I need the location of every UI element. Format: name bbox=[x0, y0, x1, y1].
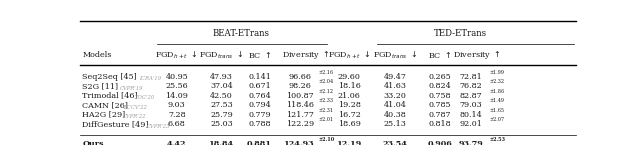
Text: 25.56: 25.56 bbox=[165, 82, 188, 90]
Text: Diversity $\uparrow$: Diversity $\uparrow$ bbox=[453, 49, 500, 61]
Text: 25.03: 25.03 bbox=[210, 120, 233, 128]
Text: 33.20: 33.20 bbox=[383, 91, 406, 100]
Text: 23.54: 23.54 bbox=[383, 140, 408, 145]
Text: 92.01: 92.01 bbox=[460, 120, 483, 128]
Text: 0.818: 0.818 bbox=[428, 120, 451, 128]
Text: 40.38: 40.38 bbox=[383, 110, 406, 118]
Text: FGD$_{h+t}$ $\downarrow$: FGD$_{h+t}$ $\downarrow$ bbox=[156, 50, 198, 61]
Text: 19.28: 19.28 bbox=[338, 101, 361, 109]
Text: Seq2Seq [45]: Seq2Seq [45] bbox=[83, 73, 137, 81]
Text: 4.42: 4.42 bbox=[167, 140, 186, 145]
Text: TED-ETrans: TED-ETrans bbox=[435, 29, 488, 38]
Text: 100.87: 100.87 bbox=[286, 91, 314, 100]
Text: ±1.86: ±1.86 bbox=[489, 89, 504, 94]
Text: 93.79: 93.79 bbox=[458, 140, 483, 145]
Text: ICRA'19: ICRA'19 bbox=[140, 76, 162, 81]
Text: 0.906: 0.906 bbox=[428, 140, 452, 145]
Text: S2G [11]: S2G [11] bbox=[83, 82, 118, 90]
Text: 18.84: 18.84 bbox=[209, 140, 234, 145]
Text: 96.66: 96.66 bbox=[288, 73, 311, 81]
Text: 121.77: 121.77 bbox=[286, 110, 314, 118]
Text: 41.63: 41.63 bbox=[383, 82, 406, 90]
Text: 18.16: 18.16 bbox=[338, 82, 361, 90]
Text: BC $\uparrow$: BC $\uparrow$ bbox=[248, 50, 271, 60]
Text: 0.788: 0.788 bbox=[248, 120, 271, 128]
Text: 82.87: 82.87 bbox=[460, 91, 482, 100]
Text: 12.19: 12.19 bbox=[337, 140, 362, 145]
Text: 79.03: 79.03 bbox=[460, 101, 482, 109]
Text: 7.28: 7.28 bbox=[168, 110, 186, 118]
Text: 124.93: 124.93 bbox=[284, 140, 315, 145]
Text: ±1.65: ±1.65 bbox=[489, 108, 504, 113]
Text: 76.82: 76.82 bbox=[460, 82, 482, 90]
Text: 9.03: 9.03 bbox=[168, 101, 186, 109]
Text: HA2G [29]: HA2G [29] bbox=[83, 110, 125, 118]
Text: Trimodal [46]: Trimodal [46] bbox=[83, 91, 138, 100]
Text: DiffGesture [49]: DiffGesture [49] bbox=[83, 120, 149, 128]
Text: 98.26: 98.26 bbox=[288, 82, 311, 90]
Text: ±2.53: ±2.53 bbox=[489, 137, 505, 142]
Text: ±2.12: ±2.12 bbox=[318, 89, 333, 94]
Text: ±2.33: ±2.33 bbox=[318, 98, 333, 103]
Text: 0.787: 0.787 bbox=[428, 110, 451, 118]
Text: FGD$_{h+t}$ $\downarrow$: FGD$_{h+t}$ $\downarrow$ bbox=[328, 50, 371, 61]
Text: 47.93: 47.93 bbox=[210, 73, 233, 81]
Text: FGD$_{trans}$ $\downarrow$: FGD$_{trans}$ $\downarrow$ bbox=[199, 50, 243, 61]
Text: ±1.49: ±1.49 bbox=[489, 98, 504, 103]
Text: Diversity $\uparrow$: Diversity $\uparrow$ bbox=[282, 49, 330, 61]
Text: 37.04: 37.04 bbox=[210, 82, 233, 90]
Text: CVPR'19: CVPR'19 bbox=[120, 86, 143, 91]
Text: 41.04: 41.04 bbox=[383, 101, 406, 109]
Text: 42.50: 42.50 bbox=[210, 91, 233, 100]
Text: 6.68: 6.68 bbox=[168, 120, 186, 128]
Text: 27.53: 27.53 bbox=[210, 101, 233, 109]
Text: 0.764: 0.764 bbox=[248, 91, 271, 100]
Text: CAMN [26]: CAMN [26] bbox=[83, 101, 129, 109]
Text: 49.47: 49.47 bbox=[383, 73, 406, 81]
Text: 0.141: 0.141 bbox=[248, 73, 271, 81]
Text: 16.72: 16.72 bbox=[338, 110, 361, 118]
Text: 0.794: 0.794 bbox=[248, 101, 271, 109]
Text: ±2.07: ±2.07 bbox=[489, 117, 504, 122]
Text: ±2.32: ±2.32 bbox=[489, 79, 504, 84]
Text: 0.881: 0.881 bbox=[247, 140, 272, 145]
Text: ±2.10: ±2.10 bbox=[318, 137, 334, 142]
Text: 14.09: 14.09 bbox=[165, 91, 188, 100]
Text: ±2.31: ±2.31 bbox=[318, 108, 333, 113]
Text: 0.671: 0.671 bbox=[248, 82, 271, 90]
Text: FGD$_{trans}$ $\downarrow$: FGD$_{trans}$ $\downarrow$ bbox=[373, 50, 417, 61]
Text: BEAT-ETrans: BEAT-ETrans bbox=[212, 29, 269, 38]
Text: ±2.01: ±2.01 bbox=[318, 117, 333, 122]
Text: 18.69: 18.69 bbox=[338, 120, 361, 128]
Text: 80.14: 80.14 bbox=[460, 110, 482, 118]
Text: BC $\uparrow$: BC $\uparrow$ bbox=[428, 50, 451, 60]
Text: 40.95: 40.95 bbox=[165, 73, 188, 81]
Text: 25.13: 25.13 bbox=[383, 120, 406, 128]
Text: 118.46: 118.46 bbox=[285, 101, 314, 109]
Text: ±2.04: ±2.04 bbox=[318, 79, 333, 84]
Text: ±1.99: ±1.99 bbox=[489, 70, 504, 75]
Text: CVPR'22: CVPR'22 bbox=[123, 114, 147, 119]
Text: ±2.16: ±2.16 bbox=[318, 70, 333, 75]
Text: Ours: Ours bbox=[83, 140, 104, 145]
Text: 0.779: 0.779 bbox=[248, 110, 271, 118]
Text: ECCV'22: ECCV'22 bbox=[123, 105, 147, 110]
Text: 25.79: 25.79 bbox=[210, 110, 233, 118]
Text: Models: Models bbox=[83, 51, 112, 59]
Text: 29.60: 29.60 bbox=[338, 73, 361, 81]
Text: 0.824: 0.824 bbox=[428, 82, 451, 90]
Text: 72.81: 72.81 bbox=[460, 73, 482, 81]
Text: 122.29: 122.29 bbox=[285, 120, 314, 128]
Text: CVPR'23: CVPR'23 bbox=[147, 124, 170, 129]
Text: 0.758: 0.758 bbox=[428, 91, 451, 100]
Text: 0.265: 0.265 bbox=[428, 73, 451, 81]
Text: TOG'20: TOG'20 bbox=[134, 95, 155, 100]
Text: 0.785: 0.785 bbox=[428, 101, 451, 109]
Text: 21.06: 21.06 bbox=[338, 91, 361, 100]
